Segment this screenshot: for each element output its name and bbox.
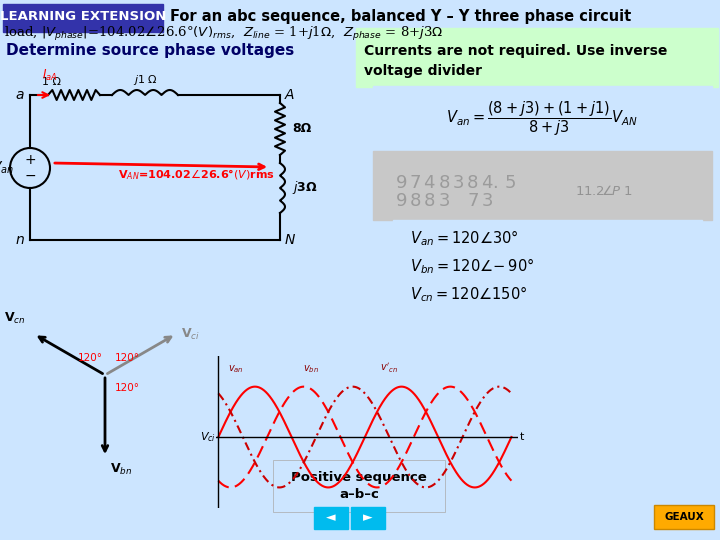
Text: GEAUX: GEAUX [664,512,704,522]
Text: LEARNING EXTENSION: LEARNING EXTENSION [0,10,166,24]
FancyBboxPatch shape [654,505,714,529]
FancyBboxPatch shape [3,4,163,32]
Text: 8Ω: 8Ω [292,123,311,136]
Text: ►: ► [363,511,373,524]
Text: t: t [520,432,524,442]
Text: $V_{ci}$: $V_{ci}$ [200,430,217,444]
Text: $\mathbf{V}_{AN}$=104.02$\angle$26.6°$(V)$rms: $\mathbf{V}_{AN}$=104.02$\angle$26.6°$(V… [118,168,275,183]
Text: $\mathbf{V}_{ci}$: $\mathbf{V}_{ci}$ [181,327,200,342]
Text: $V_{an} = \dfrac{(8+j3)+(1+j1)}{8+j3}V_{AN}$: $V_{an} = \dfrac{(8+j3)+(1+j1)}{8+j3}V_{… [446,100,638,138]
Text: ◄: ◄ [326,511,336,524]
Text: $I_{aA}$: $I_{aA}$ [42,68,58,83]
Text: 1 Ω: 1 Ω [42,77,60,87]
Text: $j$1 Ω: $j$1 Ω [132,73,158,87]
FancyBboxPatch shape [373,151,712,220]
Text: 120°: 120° [115,383,140,393]
Text: $v_{an}$: $v_{an}$ [228,363,243,375]
Text: $9\,7\,4\,8\,3\,8\,4.\,5$: $9\,7\,4\,8\,3\,8\,4.\,5$ [395,174,517,192]
Text: N: N [285,233,295,247]
Text: n: n [15,233,24,247]
FancyBboxPatch shape [314,507,348,529]
FancyBboxPatch shape [351,507,385,529]
FancyBboxPatch shape [356,28,718,87]
Text: −: − [24,169,36,183]
Text: A: A [285,88,294,102]
Text: $v'_{cn}$: $v'_{cn}$ [379,362,397,375]
Text: Determine source phase voltages: Determine source phase voltages [6,43,294,57]
Text: $V_{an} = 120\angle30°$: $V_{an} = 120\angle30°$ [410,228,518,248]
FancyBboxPatch shape [373,86,712,152]
Text: 120°: 120° [115,353,140,363]
Text: $\mathbf{V}_{bn}$: $\mathbf{V}_{bn}$ [110,462,132,477]
FancyBboxPatch shape [393,220,702,312]
FancyBboxPatch shape [273,460,445,512]
Text: 120°: 120° [78,353,102,363]
Text: $j$3Ω: $j$3Ω [292,179,318,197]
Text: load, $|V_{phase}|$=104.02$\angle$26.6°$(V)_{rms}$,  $Z_{line}$ = 1+$j$1$\Omega$: load, $|V_{phase}|$=104.02$\angle$26.6°$… [4,25,444,43]
Text: $9\,8\,8\,3\quad7\,3$: $9\,8\,8\,3\quad7\,3$ [395,192,493,210]
Text: For an abc sequence, balanced Y – Y three phase circuit: For an abc sequence, balanced Y – Y thre… [170,10,631,24]
Text: $11.2\!\angle\!P\ 1$: $11.2\!\angle\!P\ 1$ [575,184,633,198]
Text: $V_{cn} = 120\angle150°$: $V_{cn} = 120\angle150°$ [410,284,527,304]
Text: $v_{bn}$: $v_{bn}$ [303,363,319,375]
Text: Positive sequence
a–b–c: Positive sequence a–b–c [291,470,427,502]
Text: $\mathbf{V}_{cn}$: $\mathbf{V}_{cn}$ [4,311,26,326]
Text: a: a [16,88,24,102]
Text: Currents are not required. Use inverse
voltage divider: Currents are not required. Use inverse v… [364,44,667,78]
Text: $V_{bn} = 120\angle\!-90°$: $V_{bn} = 120\angle\!-90°$ [410,256,534,276]
Text: +: + [24,153,36,167]
Text: $V_{an}$: $V_{an}$ [0,160,14,176]
